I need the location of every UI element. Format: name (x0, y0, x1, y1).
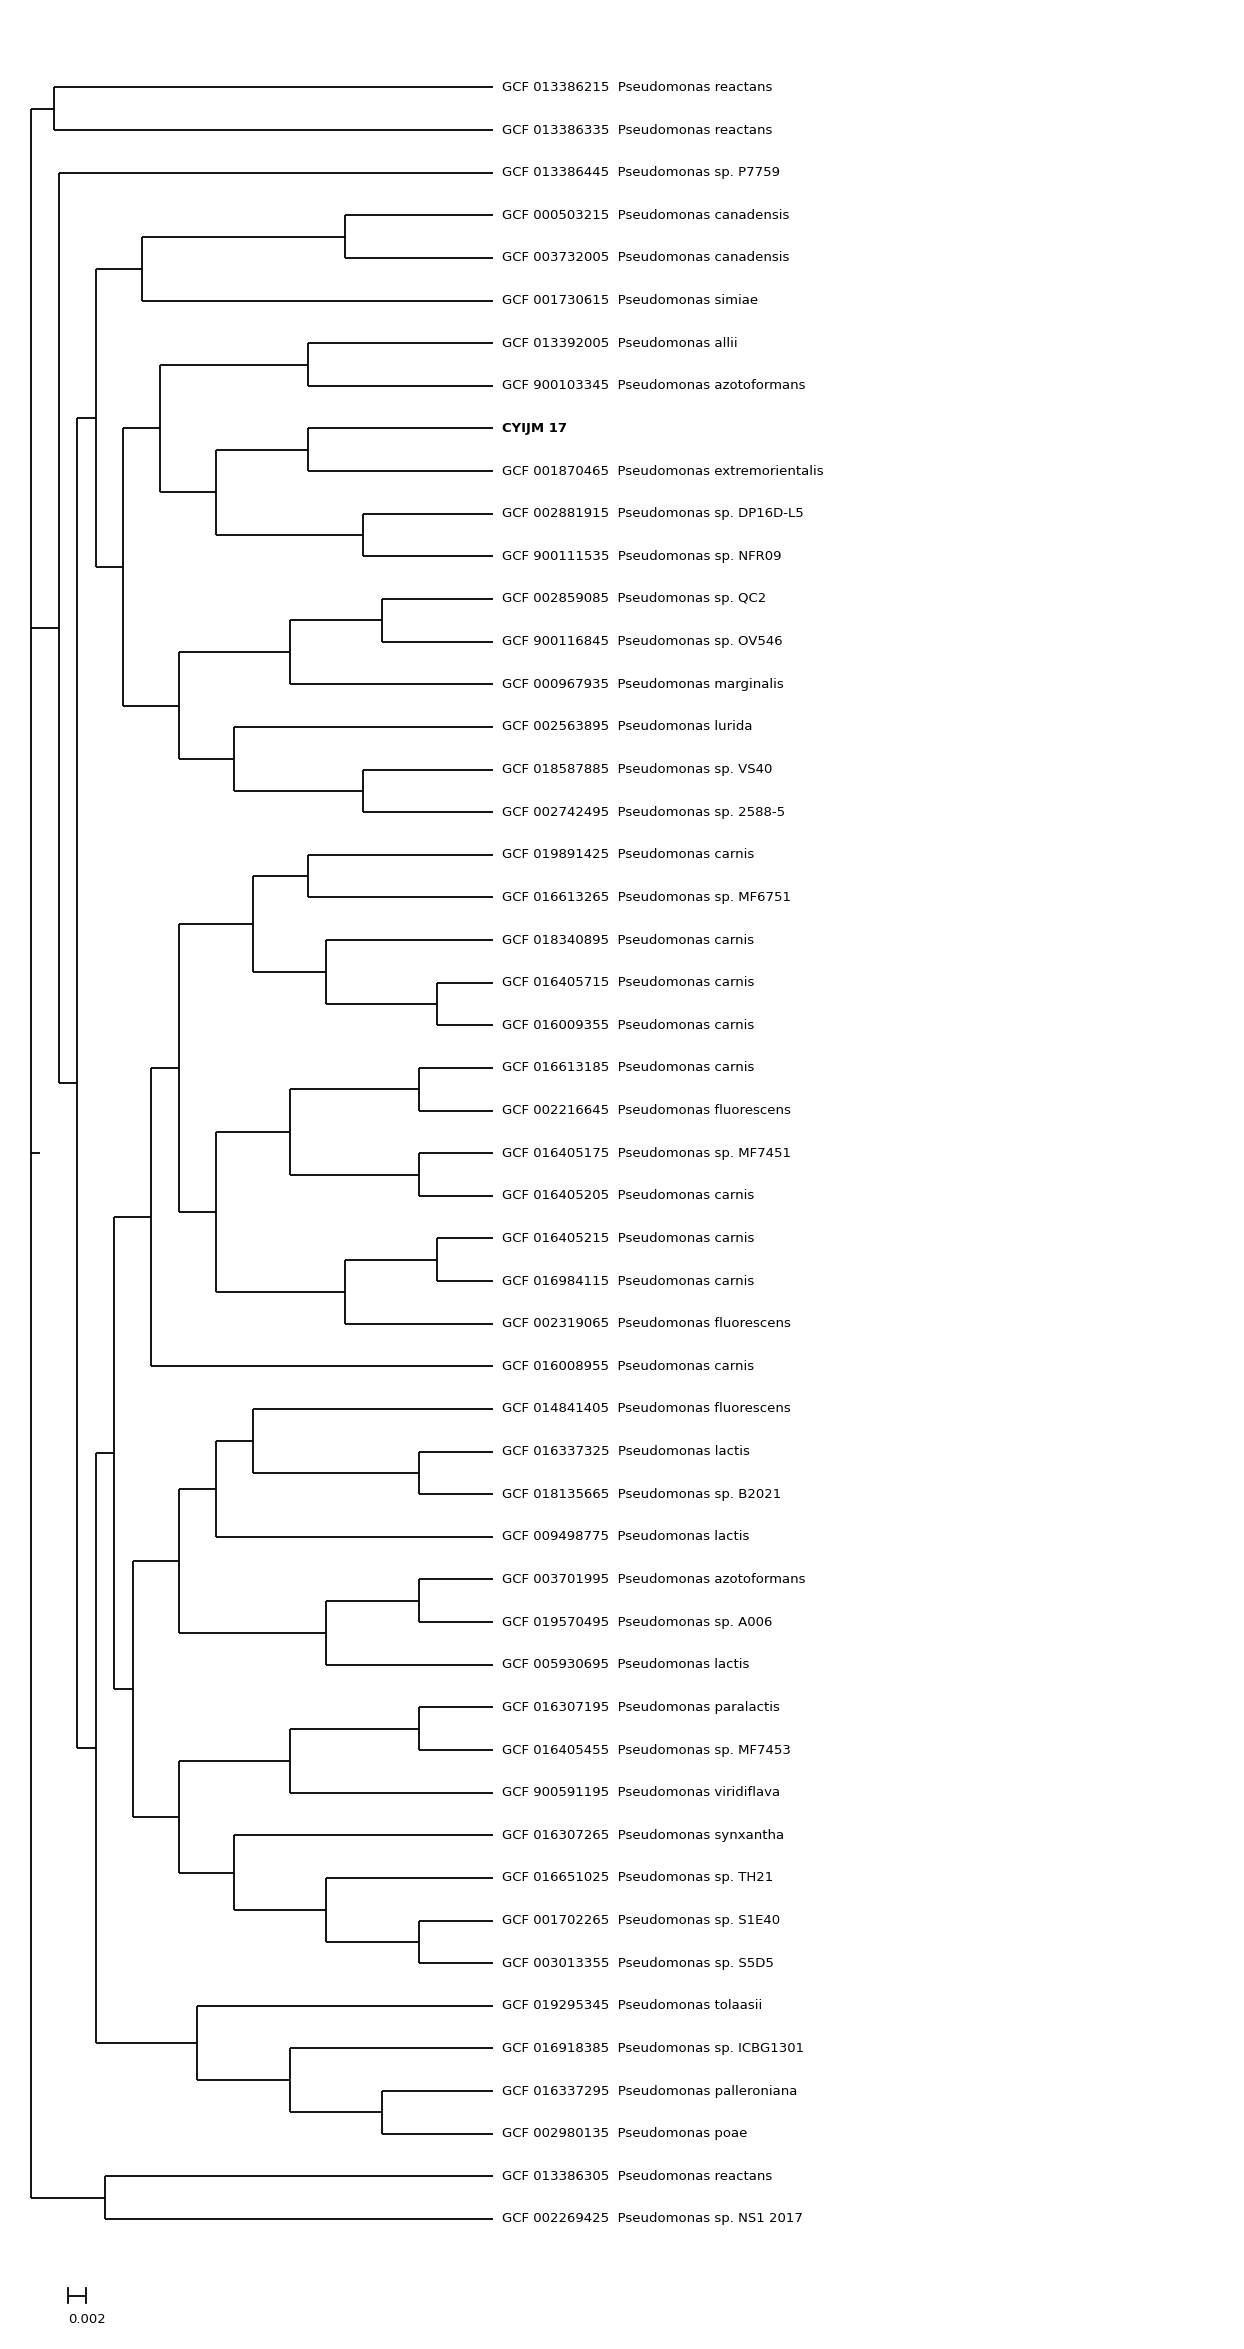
Text: GCF 003701995  Pseudomonas azotoformans: GCF 003701995 Pseudomonas azotoformans (501, 1574, 805, 1586)
Text: GCF 016651025  Pseudomonas sp. TH21: GCF 016651025 Pseudomonas sp. TH21 (501, 1872, 774, 1884)
Text: GCF 003013355  Pseudomonas sp. S5D5: GCF 003013355 Pseudomonas sp. S5D5 (501, 1957, 774, 1971)
Text: GCF 016009355  Pseudomonas carnis: GCF 016009355 Pseudomonas carnis (501, 1019, 754, 1031)
Text: GCF 002269425  Pseudomonas sp. NS1 2017: GCF 002269425 Pseudomonas sp. NS1 2017 (501, 2213, 802, 2225)
Text: GCF 900591195  Pseudomonas viridiflava: GCF 900591195 Pseudomonas viridiflava (501, 1785, 780, 1799)
Text: GCF 016613185  Pseudomonas carnis: GCF 016613185 Pseudomonas carnis (501, 1062, 754, 1073)
Text: GCF 014841405  Pseudomonas fluorescens: GCF 014841405 Pseudomonas fluorescens (501, 1402, 791, 1416)
Text: GCF 018587885  Pseudomonas sp. VS40: GCF 018587885 Pseudomonas sp. VS40 (501, 763, 773, 775)
Text: GCF 900103345  Pseudomonas azotoformans: GCF 900103345 Pseudomonas azotoformans (501, 378, 805, 392)
Text: GCF 018340895  Pseudomonas carnis: GCF 018340895 Pseudomonas carnis (501, 933, 754, 947)
Text: 0.002: 0.002 (68, 2314, 106, 2326)
Text: GCF 001870465  Pseudomonas extremorientalis: GCF 001870465 Pseudomonas extremoriental… (501, 465, 824, 477)
Text: GCF 013386445  Pseudomonas sp. P7759: GCF 013386445 Pseudomonas sp. P7759 (501, 167, 780, 179)
Text: GCF 016008955  Pseudomonas carnis: GCF 016008955 Pseudomonas carnis (501, 1360, 754, 1372)
Text: GCF 016307265  Pseudomonas synxantha: GCF 016307265 Pseudomonas synxantha (501, 1830, 784, 1842)
Text: GCF 002216645  Pseudomonas fluorescens: GCF 002216645 Pseudomonas fluorescens (501, 1104, 791, 1118)
Text: GCF 016918385  Pseudomonas sp. ICBG1301: GCF 016918385 Pseudomonas sp. ICBG1301 (501, 2041, 804, 2055)
Text: GCF 016337295  Pseudomonas palleroniana: GCF 016337295 Pseudomonas palleroniana (501, 2084, 797, 2098)
Text: GCF 003732005  Pseudomonas canadensis: GCF 003732005 Pseudomonas canadensis (501, 251, 789, 265)
Text: CYIJM 17: CYIJM 17 (501, 423, 567, 435)
Text: GCF 016405215  Pseudomonas carnis: GCF 016405215 Pseudomonas carnis (501, 1231, 754, 1245)
Text: GCF 002859085  Pseudomonas sp. QC2: GCF 002859085 Pseudomonas sp. QC2 (501, 592, 766, 606)
Text: GCF 013386335  Pseudomonas reactans: GCF 013386335 Pseudomonas reactans (501, 124, 773, 136)
Text: GCF 900111535  Pseudomonas sp. NFR09: GCF 900111535 Pseudomonas sp. NFR09 (501, 550, 781, 564)
Text: GCF 013386305  Pseudomonas reactans: GCF 013386305 Pseudomonas reactans (501, 2170, 773, 2182)
Text: GCF 000967935  Pseudomonas marginalis: GCF 000967935 Pseudomonas marginalis (501, 679, 784, 691)
Text: GCF 019295345  Pseudomonas tolaasii: GCF 019295345 Pseudomonas tolaasii (501, 1999, 763, 2013)
Text: GCF 019891425  Pseudomonas carnis: GCF 019891425 Pseudomonas carnis (501, 848, 754, 862)
Text: GCF 018135665  Pseudomonas sp. B2021: GCF 018135665 Pseudomonas sp. B2021 (501, 1487, 781, 1501)
Text: GCF 016405175  Pseudomonas sp. MF7451: GCF 016405175 Pseudomonas sp. MF7451 (501, 1146, 791, 1160)
Text: GCF 013386215  Pseudomonas reactans: GCF 013386215 Pseudomonas reactans (501, 80, 773, 94)
Text: GCF 016405455  Pseudomonas sp. MF7453: GCF 016405455 Pseudomonas sp. MF7453 (501, 1743, 791, 1757)
Text: GCF 016405715  Pseudomonas carnis: GCF 016405715 Pseudomonas carnis (501, 977, 754, 989)
Text: GCF 016405205  Pseudomonas carnis: GCF 016405205 Pseudomonas carnis (501, 1189, 754, 1203)
Text: GCF 002881915  Pseudomonas sp. DP16D-L5: GCF 002881915 Pseudomonas sp. DP16D-L5 (501, 507, 804, 519)
Text: GCF 016984115  Pseudomonas carnis: GCF 016984115 Pseudomonas carnis (501, 1276, 754, 1287)
Text: GCF 002742495  Pseudomonas sp. 2588-5: GCF 002742495 Pseudomonas sp. 2588-5 (501, 806, 785, 820)
Text: GCF 013392005  Pseudomonas allii: GCF 013392005 Pseudomonas allii (501, 336, 738, 350)
Text: GCF 001702265  Pseudomonas sp. S1E40: GCF 001702265 Pseudomonas sp. S1E40 (501, 1914, 780, 1926)
Text: GCF 019570495  Pseudomonas sp. A006: GCF 019570495 Pseudomonas sp. A006 (501, 1616, 773, 1628)
Text: GCF 009498775  Pseudomonas lactis: GCF 009498775 Pseudomonas lactis (501, 1529, 749, 1543)
Text: GCF 001730615  Pseudomonas simiae: GCF 001730615 Pseudomonas simiae (501, 294, 758, 308)
Text: GCF 000503215  Pseudomonas canadensis: GCF 000503215 Pseudomonas canadensis (501, 209, 789, 221)
Text: GCF 016613265  Pseudomonas sp. MF6751: GCF 016613265 Pseudomonas sp. MF6751 (501, 890, 791, 904)
Text: GCF 900116845  Pseudomonas sp. OV546: GCF 900116845 Pseudomonas sp. OV546 (501, 634, 782, 648)
Text: GCF 002563895  Pseudomonas lurida: GCF 002563895 Pseudomonas lurida (501, 721, 753, 733)
Text: GCF 016307195  Pseudomonas paralactis: GCF 016307195 Pseudomonas paralactis (501, 1701, 780, 1715)
Text: GCF 002980135  Pseudomonas poae: GCF 002980135 Pseudomonas poae (501, 2128, 748, 2140)
Text: GCF 002319065  Pseudomonas fluorescens: GCF 002319065 Pseudomonas fluorescens (501, 1318, 791, 1330)
Text: GCF 016337325  Pseudomonas lactis: GCF 016337325 Pseudomonas lactis (501, 1445, 750, 1459)
Text: GCF 005930695  Pseudomonas lactis: GCF 005930695 Pseudomonas lactis (501, 1658, 749, 1670)
